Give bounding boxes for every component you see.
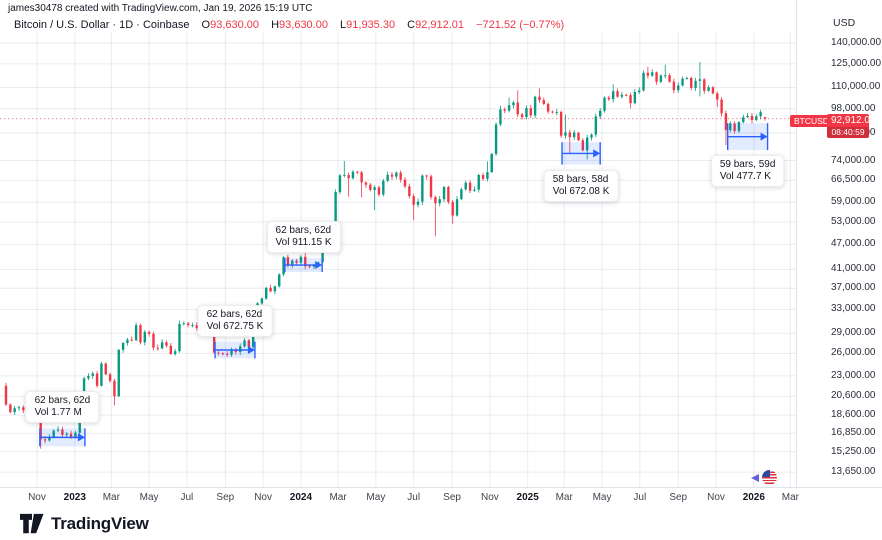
measure-bars-text: 59 bars, 59d [719, 159, 776, 171]
price-tick-label: 37,000.00 [831, 282, 876, 294]
footer-logo[interactable]: TradingView [20, 513, 149, 535]
price-axis-unit: USD [833, 17, 856, 29]
high-value: 93,630.00 [279, 19, 328, 31]
price-tick-label: 16,850.00 [831, 427, 876, 439]
time-tick-label: Mar [329, 492, 347, 503]
measure-tooltip-4: 58 bars, 58d Vol 672.08 K [543, 169, 619, 202]
change-value: −721.52 (−0.77%) [476, 19, 565, 31]
time-tick-label: Nov [28, 492, 46, 503]
measure-tooltip-5: 59 bars, 59d Vol 477.7 K [710, 155, 785, 188]
price-tick-label: 15,250.00 [831, 445, 876, 457]
measure-bars-text: 58 bars, 58d [552, 173, 609, 185]
time-tick-label: Jul [407, 492, 421, 503]
price-tick-label: 41,000.00 [831, 263, 876, 275]
price-tick-label: 33,000.00 [831, 303, 876, 315]
measure-volume-text: Vol 672.08 K [552, 185, 610, 197]
measure-volume-text: Vol 911.15 K [275, 237, 332, 249]
symbol-ticker-tag: BTCUSD [790, 114, 833, 127]
time-tick-label: Mar [102, 492, 120, 503]
time-tick-label: May [592, 492, 612, 503]
price-tick-label: 18,600.00 [831, 409, 876, 421]
tradingview-logo-text: TradingView [51, 514, 149, 533]
price-tick-label: 29,000.00 [831, 327, 876, 339]
price-tick-label: 98,000.00 [831, 102, 876, 114]
last-price-value: 92,912.01 [831, 115, 869, 127]
time-tick-label: Mar [781, 492, 799, 503]
price-tick-label: 74,000.00 [831, 154, 876, 166]
attribution-text: james30478 created with TradingView.com,… [8, 3, 313, 14]
time-tick-label: Mar [555, 492, 573, 503]
price-tick-label: 66,500.00 [831, 174, 876, 186]
time-tick-label: Sep [216, 492, 235, 503]
low-value: 91,935.30 [346, 19, 396, 31]
measure-bars-text: 62 bars, 62d [275, 225, 332, 237]
time-tick-label: 2023 [63, 492, 86, 503]
time-tick-label: 2024 [289, 492, 313, 503]
time-tick-label: Sep [669, 492, 688, 503]
us-events-marker[interactable] [751, 470, 781, 487]
price-tick-label: 53,000.00 [831, 216, 876, 228]
close-label: C [407, 19, 416, 31]
time-tick-label: Nov [480, 492, 499, 503]
price-tick-label: 110,000.00 [831, 81, 881, 93]
event-arrow-icon [751, 474, 759, 482]
price-tick-label: 140,000.00 [831, 37, 882, 48]
high-label: H [271, 19, 280, 31]
time-tick-label: May [139, 492, 159, 503]
time-tick-label: May [366, 492, 386, 503]
open-value: 93,630.00 [210, 19, 260, 31]
symbol-title[interactable]: Bitcoin / U.S. Dollar · 1D · Coinbase [14, 19, 190, 31]
measure-volume-text: Vol 477.7 K [719, 171, 771, 183]
low-label: L [340, 19, 347, 31]
time-tick-label: 2025 [516, 492, 539, 503]
measure-volume-text: Vol 672.75 K [206, 320, 264, 332]
candlestick-series [4, 61, 767, 449]
time-tick-label: Jul [633, 492, 647, 503]
measure-tool-2[interactable] [214, 341, 256, 359]
close-value: 92,912.01 [415, 19, 465, 31]
measure-tool-3[interactable] [284, 258, 323, 273]
time-tick-label: Jul [180, 492, 194, 503]
time-tick-label: Sep [443, 492, 461, 503]
measure-tooltip-2: 62 bars, 62d Vol 672.75 K [197, 304, 273, 337]
price-tick-label: 13,650.00 [831, 466, 876, 478]
measure-tool-4[interactable] [561, 142, 601, 165]
time-tick-label: Nov [254, 492, 272, 503]
us-flag-icon [762, 470, 777, 485]
price-tick-label: 47,000.00 [831, 238, 876, 250]
price-tick-label: 59,000.00 [831, 196, 876, 208]
measure-tool-1[interactable] [39, 428, 86, 447]
price-tick-label: 20,600.00 [831, 390, 876, 402]
measure-bars-text: 62 bars, 62d [206, 308, 263, 320]
time-tick-label: 2026 [742, 492, 765, 503]
measure-tooltip-3: 62 bars, 62d Vol 911.15 K [266, 221, 341, 254]
measure-volume-text: Vol 1.77 M [34, 407, 82, 419]
measure-tool-5[interactable] [726, 123, 769, 151]
price-tick-label: 26,000.00 [831, 347, 876, 359]
time-tick-label: Nov [707, 492, 725, 503]
grid-lines [0, 32, 796, 487]
measure-tooltip-1: 62 bars, 62d Vol 1.77 M [25, 391, 100, 424]
bar-countdown: 08:40:59 [827, 127, 869, 139]
symbol-header: Bitcoin / U.S. Dollar · 1D · Coinbase O9… [14, 19, 564, 31]
price-tick-label: 23,000.00 [831, 369, 876, 381]
open-label: O [201, 19, 211, 31]
measure-bars-text: 62 bars, 62d [34, 395, 91, 407]
price-tick-label: 125,000.00 [831, 57, 882, 69]
tradingview-logo-icon [20, 513, 44, 534]
